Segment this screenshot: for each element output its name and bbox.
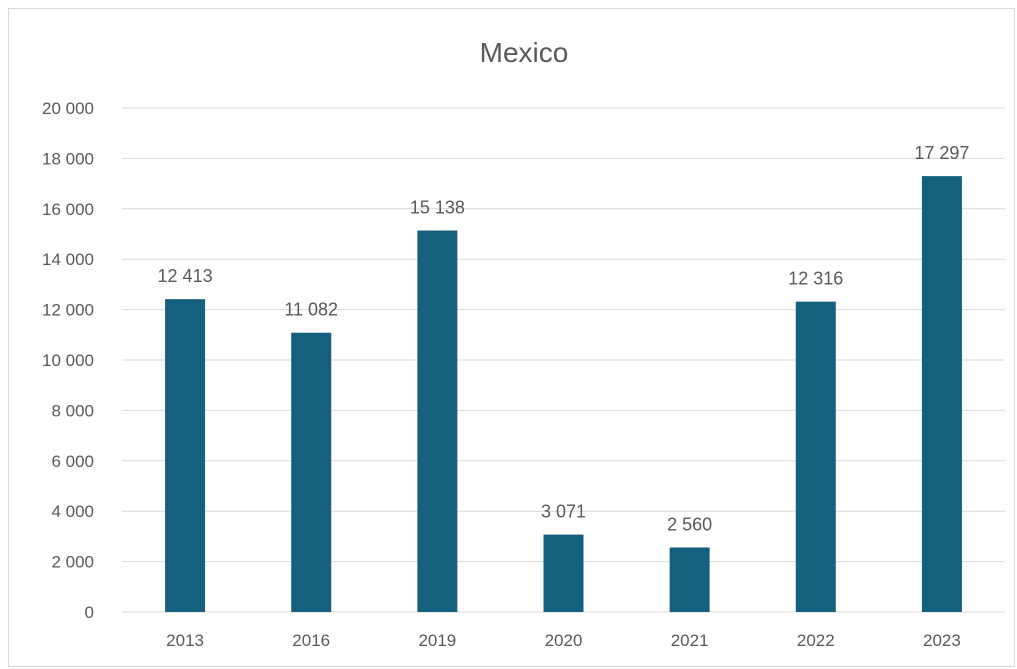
x-axis-ticks: 2013 2016 2019 2020 2021 2022 2023 — [166, 631, 961, 650]
bar — [291, 333, 331, 612]
x-tick-label: 2021 — [671, 631, 709, 650]
y-tick-label: 0 — [85, 603, 94, 622]
chart-title: Mexico — [480, 37, 569, 68]
bar — [796, 302, 836, 612]
y-tick-label: 18 000 — [42, 149, 94, 168]
x-tick-label: 2022 — [797, 631, 835, 650]
y-axis-ticks: 0 2 000 4 000 6 000 8 000 10 000 12 000 14 000 1… — [42, 99, 94, 622]
data-labels: 12 413 11 082 15 138 3 071 2 560 12 316 17 297 — [158, 143, 970, 534]
y-tick-label: 2 000 — [51, 553, 94, 572]
data-label: 12 413 — [158, 266, 213, 286]
data-label: 2 560 — [667, 514, 712, 534]
bar — [922, 176, 962, 612]
y-tick-label: 12 000 — [42, 301, 94, 320]
y-tick-label: 10 000 — [42, 351, 94, 370]
data-label: 17 297 — [914, 143, 969, 163]
x-tick-label: 2020 — [545, 631, 583, 650]
bar — [417, 231, 457, 612]
data-label: 3 071 — [541, 502, 586, 522]
y-tick-label: 20 000 — [42, 99, 94, 118]
y-tick-label: 4 000 — [51, 502, 94, 521]
data-label: 11 082 — [284, 300, 338, 320]
bars — [165, 176, 962, 612]
x-tick-label: 2013 — [166, 631, 204, 650]
x-tick-label: 2019 — [418, 631, 456, 650]
data-label: 15 138 — [410, 198, 465, 218]
y-tick-label: 14 000 — [42, 250, 94, 269]
bar — [165, 299, 205, 612]
bar — [544, 535, 584, 612]
bar — [670, 547, 710, 612]
y-tick-label: 6 000 — [51, 452, 94, 471]
x-tick-label: 2023 — [923, 631, 961, 650]
y-tick-label: 8 000 — [51, 401, 94, 420]
x-tick-label: 2016 — [292, 631, 330, 650]
y-tick-label: 16 000 — [42, 200, 94, 219]
data-label: 12 316 — [788, 269, 843, 289]
